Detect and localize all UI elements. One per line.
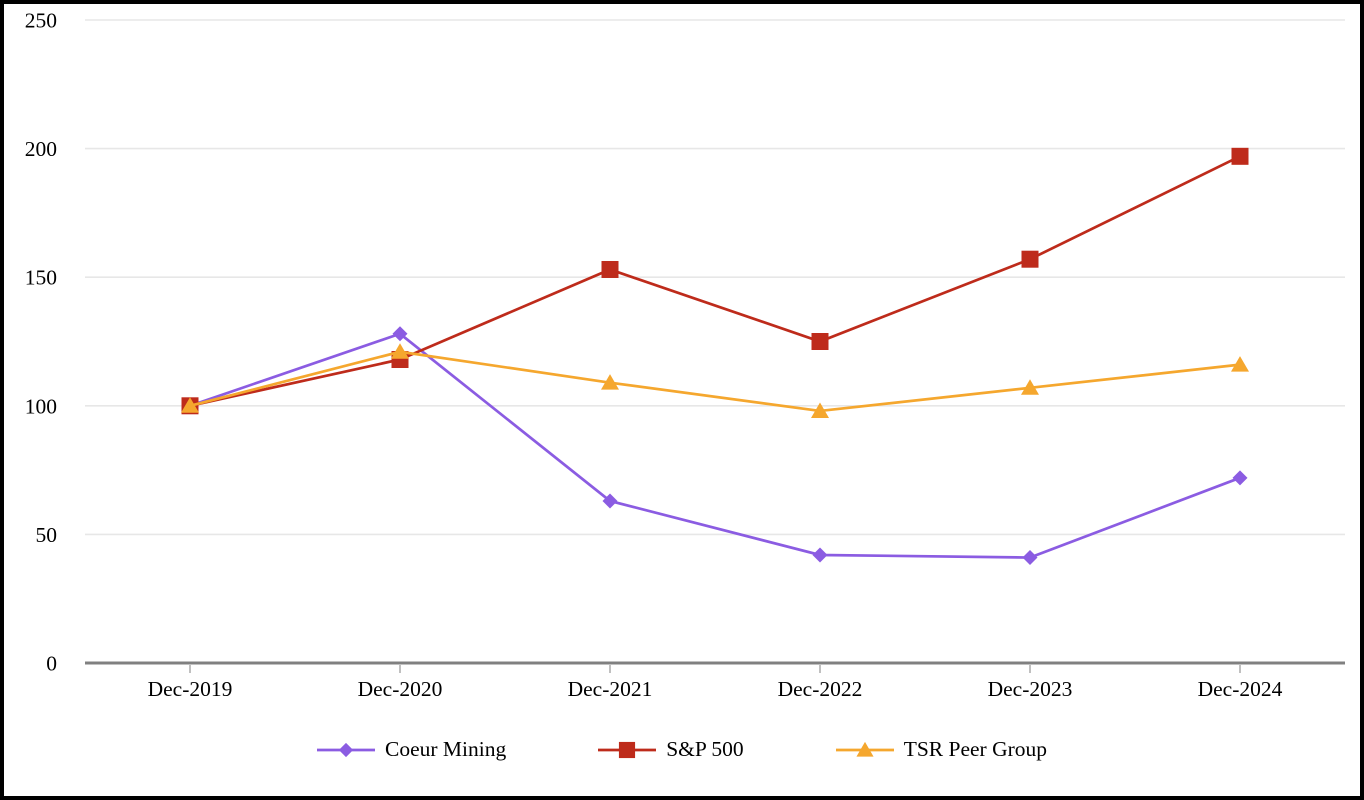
- y-axis-label-0: 0: [46, 652, 57, 676]
- diamond-marker-icon: [1022, 550, 1038, 566]
- x-axis-label-Dec-2024: Dec-2024: [1198, 677, 1283, 701]
- legend-item-coeur-mining: Coeur Mining: [316, 737, 507, 762]
- triangle-marker-icon: [856, 741, 874, 757]
- triangle-marker-icon: [391, 343, 409, 359]
- chart-legend: Coeur Mining S&P 500 TSR Peer Group: [0, 737, 1364, 762]
- x-axis-label-Dec-2019: Dec-2019: [148, 677, 233, 701]
- triangle-marker-icon: [601, 374, 619, 390]
- y-axis-label-250: 250: [25, 9, 57, 33]
- tsr-peer-group-triangle-swatch-icon: [835, 741, 894, 757]
- diamond-marker-icon: [812, 547, 828, 563]
- y-axis-label-100: 100: [25, 394, 57, 418]
- legend-label-coeur-mining: Coeur Mining: [384, 737, 507, 761]
- series-line: [189, 350, 1241, 413]
- diamond-marker-icon: [1232, 470, 1248, 486]
- series-coeur-mining: [182, 326, 1248, 566]
- x-axis-label-Dec-2021: Dec-2021: [568, 677, 653, 701]
- y-axis-label-200: 200: [25, 137, 57, 161]
- legend-item-sp500: S&P 500: [598, 737, 744, 762]
- triangle-marker-icon: [1021, 379, 1039, 395]
- series-tsr-peer-group: [181, 343, 1249, 418]
- sp500-square-swatch-icon: [598, 741, 657, 758]
- legend-item-tsr-peer-group: TSR Peer Group: [835, 737, 1048, 762]
- x-axis-label-Dec-2022: Dec-2022: [778, 677, 863, 701]
- triangle-marker-icon: [181, 397, 199, 413]
- diamond-marker-icon: [392, 326, 408, 342]
- diamond-marker-icon: [602, 493, 618, 509]
- square-marker-icon: [811, 333, 829, 350]
- triangle-marker-icon: [811, 402, 829, 418]
- coeur-mining-diamond-swatch-icon: [316, 742, 375, 757]
- series-line: [189, 155, 1241, 408]
- legend-label-tsr-peer-group: TSR Peer Group: [903, 737, 1048, 761]
- x-axis-label-Dec-2020: Dec-2020: [358, 677, 443, 701]
- diamond-marker-icon: [338, 742, 354, 757]
- square-marker-icon: [619, 741, 636, 758]
- y-axis-label-150: 150: [25, 266, 57, 290]
- triangle-marker-icon: [1231, 356, 1249, 372]
- square-marker-icon: [1021, 250, 1039, 268]
- legend-label-sp500: S&P 500: [666, 737, 744, 761]
- series-s-p-500: [181, 147, 1249, 415]
- x-axis-label-Dec-2023: Dec-2023: [988, 677, 1073, 701]
- y-axis-label-50: 50: [36, 523, 58, 547]
- square-marker-icon: [601, 260, 619, 278]
- tsr-line-chart: 0 50 100 150 200 250 Dec-2019 Dec-2020 Dec-2021 D…: [25, 9, 1345, 701]
- series-line: [189, 332, 1241, 559]
- square-marker-icon: [1231, 147, 1249, 165]
